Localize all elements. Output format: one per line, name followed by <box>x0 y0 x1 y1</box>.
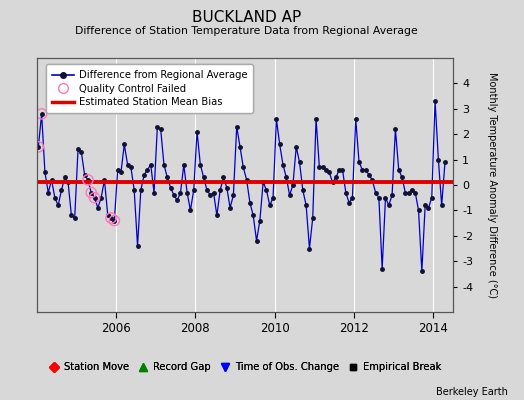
Point <box>84 177 92 183</box>
Legend: Difference from Regional Average, Quality Control Failed, Estimated Station Mean: Difference from Regional Average, Qualit… <box>46 64 254 113</box>
Point <box>90 194 99 201</box>
Point <box>87 190 95 196</box>
Text: Difference of Station Temperature Data from Regional Average: Difference of Station Temperature Data f… <box>75 26 418 36</box>
Point <box>37 111 46 117</box>
Text: BUCKLAND AP: BUCKLAND AP <box>192 10 301 25</box>
Y-axis label: Monthly Temperature Anomaly Difference (°C): Monthly Temperature Anomaly Difference (… <box>487 72 497 298</box>
Point <box>34 144 42 150</box>
Point <box>107 215 115 221</box>
Point <box>110 217 118 224</box>
Legend: Station Move, Record Gap, Time of Obs. Change, Empirical Break: Station Move, Record Gap, Time of Obs. C… <box>46 359 444 375</box>
Text: Berkeley Earth: Berkeley Earth <box>436 387 508 397</box>
